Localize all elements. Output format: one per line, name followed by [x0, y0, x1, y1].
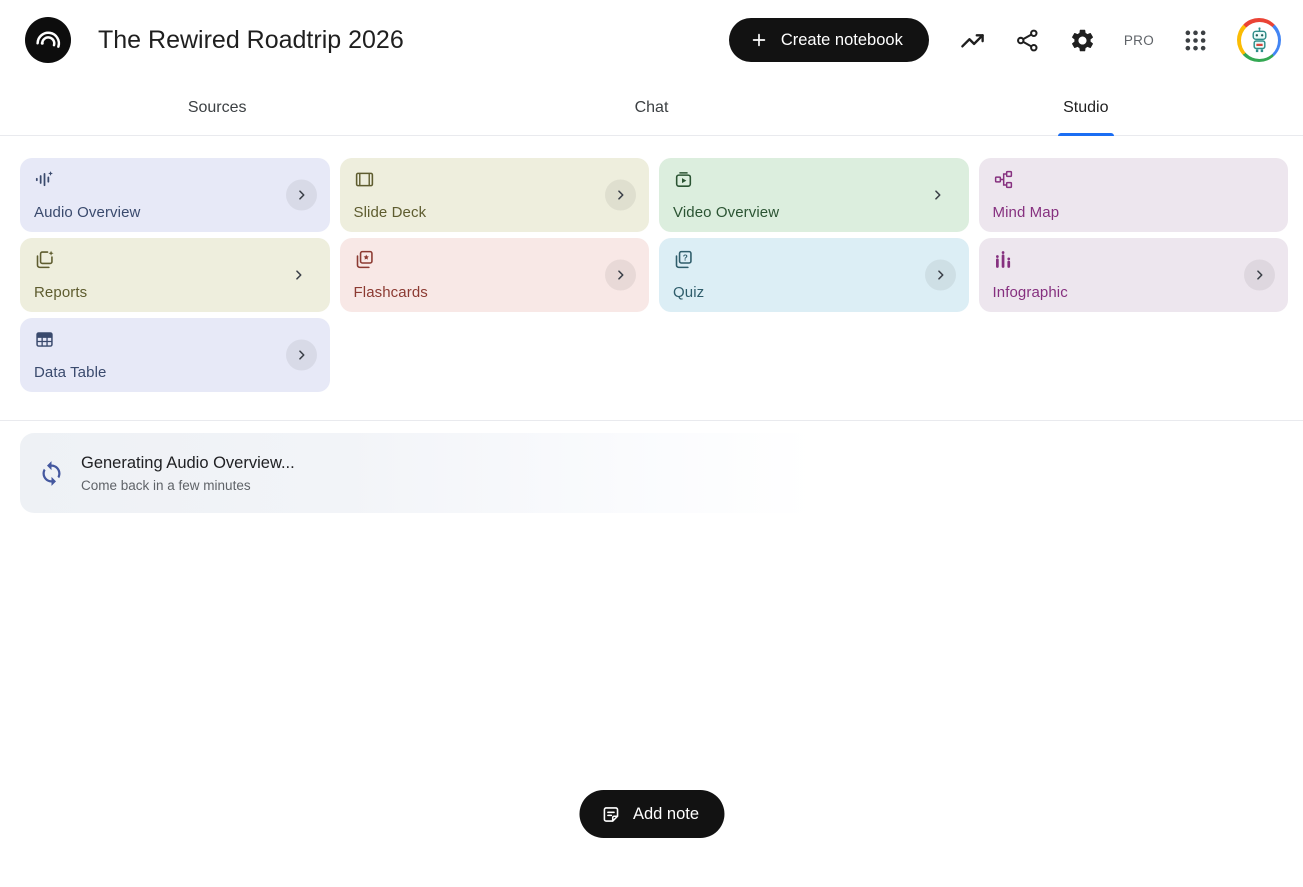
tab-label: Chat: [634, 98, 669, 116]
reports-icon: [34, 249, 316, 270]
share-icon[interactable]: [1014, 27, 1041, 54]
plus-icon: [749, 30, 769, 50]
card-label: Flashcards: [353, 284, 428, 301]
studio-card-slide-deck[interactable]: Slide Deck: [339, 158, 649, 232]
chevron-right-icon[interactable]: [605, 259, 636, 291]
chevron-right-icon[interactable]: [283, 260, 314, 291]
generating-text: Generating Audio Overview... Come back i…: [81, 454, 295, 493]
note-icon: [600, 804, 621, 825]
slide-deck-icon: [354, 169, 636, 190]
app-header: The Rewired Roadtrip 2026 Create noteboo…: [0, 0, 1303, 80]
add-note-button[interactable]: Add note: [578, 790, 725, 838]
card-label: Infographic: [992, 284, 1068, 301]
quiz-icon: [673, 249, 955, 270]
video-overview-icon: [673, 169, 955, 190]
tab-label: Sources: [187, 98, 247, 116]
create-notebook-label: Create notebook: [780, 30, 903, 49]
card-label: Audio Overview: [34, 204, 141, 221]
data-table-icon: [34, 329, 316, 350]
tab-label: Studio: [1063, 98, 1109, 116]
studio-card-flashcards[interactable]: Flashcards: [339, 238, 649, 312]
mind-map-icon: [993, 169, 1275, 190]
card-label: Data Table: [34, 364, 107, 381]
chevron-right-icon[interactable]: [605, 179, 636, 211]
avatar[interactable]: [1237, 18, 1281, 62]
notebooklm-logo-icon[interactable]: [25, 17, 71, 63]
create-notebook-button[interactable]: Create notebook: [728, 18, 929, 62]
studio-card-audio-overview[interactable]: Audio Overview: [20, 158, 330, 232]
studio-card-quiz[interactable]: Quiz: [659, 238, 969, 312]
chevron-right-icon[interactable]: [285, 339, 317, 371]
generating-title: Generating Audio Overview...: [81, 453, 295, 472]
flashcards-icon: [354, 249, 636, 270]
trending-up-icon[interactable]: [959, 27, 986, 54]
apps-grid-icon[interactable]: [1182, 27, 1209, 54]
add-note-label: Add note: [632, 804, 700, 823]
tab-sources[interactable]: Sources: [0, 80, 434, 135]
card-label: Mind Map: [992, 204, 1060, 221]
card-label: Quiz: [673, 284, 705, 301]
section-divider: [0, 420, 1303, 421]
tab-studio[interactable]: Studio: [869, 80, 1303, 135]
card-label: Reports: [34, 284, 88, 301]
generating-status: Generating Audio Overview... Come back i…: [20, 433, 815, 513]
pro-badge: PRO: [1123, 32, 1154, 48]
card-label: Video Overview: [673, 204, 780, 221]
infographic-icon: [993, 249, 1275, 270]
header-actions: Create notebook PRO: [728, 18, 1281, 62]
chevron-right-icon[interactable]: [922, 180, 953, 211]
chevron-right-icon[interactable]: [1244, 259, 1275, 291]
robot-avatar: [1240, 21, 1278, 59]
sync-icon: [38, 460, 65, 487]
settings-icon[interactable]: [1069, 27, 1096, 54]
card-label: Slide Deck: [353, 204, 427, 221]
studio-card-infographic[interactable]: Infographic: [978, 238, 1288, 312]
studio-grid: Audio Overview Slide Deck Video Overview…: [0, 136, 1303, 392]
tab-bar: Sources Chat Studio: [0, 80, 1303, 136]
studio-card-data-table[interactable]: Data Table: [20, 318, 330, 392]
chevron-right-icon[interactable]: [285, 179, 317, 211]
notebook-title: The Rewired Roadtrip 2026: [98, 25, 404, 54]
studio-card-video-overview[interactable]: Video Overview: [659, 158, 969, 232]
studio-card-reports[interactable]: Reports: [20, 238, 330, 312]
tab-chat[interactable]: Chat: [434, 80, 868, 135]
audio-overview-icon: [34, 169, 316, 190]
chevron-right-icon[interactable]: [924, 259, 956, 291]
generating-subtitle: Come back in a few minutes: [81, 477, 251, 493]
studio-card-mind-map[interactable]: Mind Map: [978, 158, 1288, 232]
